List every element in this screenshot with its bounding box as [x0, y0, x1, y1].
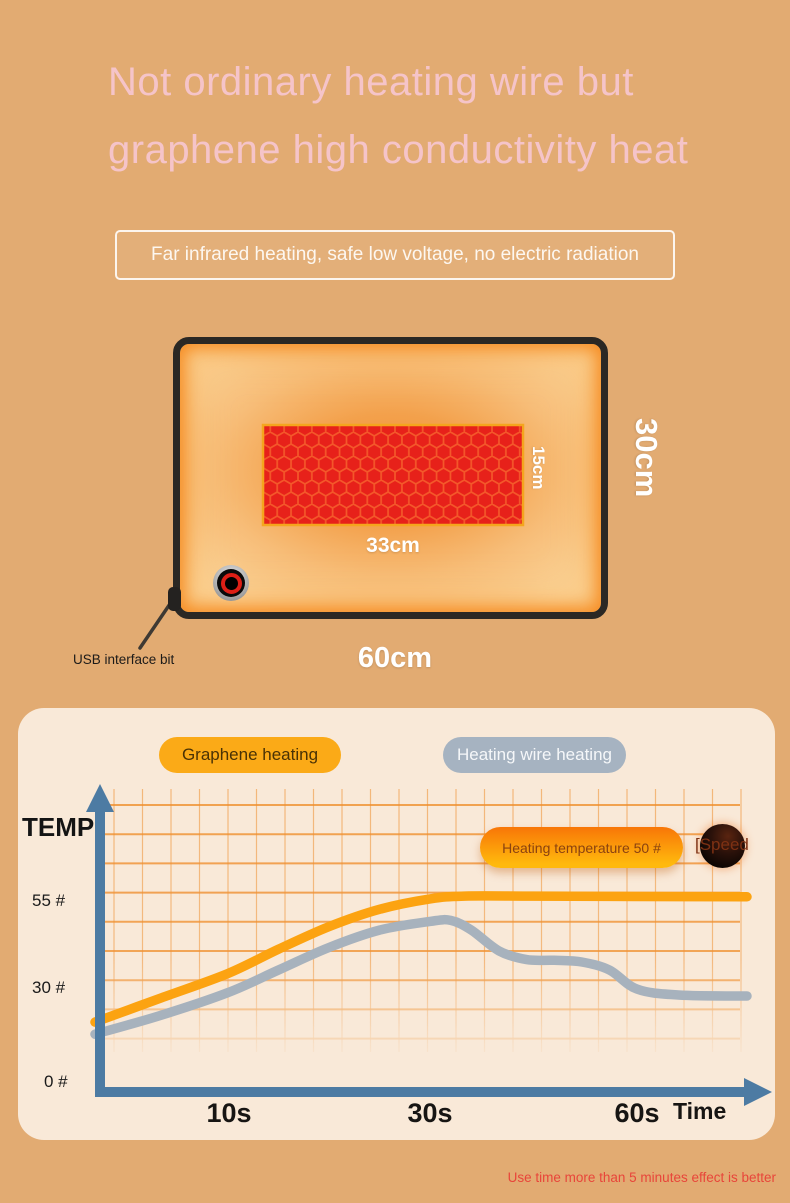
y-tick-30: 30 #: [32, 978, 66, 997]
x-tick-10s: 10s: [206, 1098, 252, 1128]
x-axis-title: Time: [673, 1098, 727, 1124]
legend-graphene-label: Graphene heating: [181, 745, 319, 764]
usage-note: Use time more than 5 minutes effect is b…: [507, 1170, 776, 1185]
power-button-face: [217, 569, 245, 597]
pad-width-label: 60cm: [357, 642, 433, 674]
x-tick-60s: 60s: [614, 1098, 660, 1128]
annotation-heating-temperature-text: Heating temperature 50 #: [502, 839, 661, 856]
legend-heating-wire: Heating wire heating: [443, 737, 626, 773]
x-tick-30s: 30s: [407, 1098, 453, 1128]
page-title-line2: graphene high conductivity heat: [108, 128, 689, 172]
heat-zone-height-label: 15cm: [529, 446, 548, 490]
pad-height-label: 30cm: [629, 418, 664, 498]
feature-banner: Far infrared heating, safe low voltage, …: [115, 230, 675, 280]
chart-panel: [18, 708, 775, 1140]
feature-banner-text: Far infrared heating, safe low voltage, …: [151, 244, 639, 265]
annotation-heating-temperature: Heating temperature 50 #: [480, 827, 683, 868]
legend-heating-wire-label: Heating wire heating: [457, 745, 612, 764]
usb-label: USB interface bit: [73, 652, 175, 667]
speed-annotation: [Speed: [695, 835, 749, 854]
power-button-icon: [213, 565, 249, 601]
dark-blob-icon: [700, 824, 745, 868]
legend-graphene: Graphene heating: [159, 737, 341, 773]
page-title-line1: Not ordinary heating wire but: [108, 60, 634, 104]
y-tick-55: 55 #: [32, 891, 66, 910]
usb-connector: [168, 587, 181, 611]
heat-zone-width-label: 33cm: [366, 534, 420, 557]
power-button-red-ring: [220, 572, 242, 594]
y-tick-0: 0 #: [44, 1072, 68, 1091]
y-axis-title: TEMP: [22, 812, 95, 842]
